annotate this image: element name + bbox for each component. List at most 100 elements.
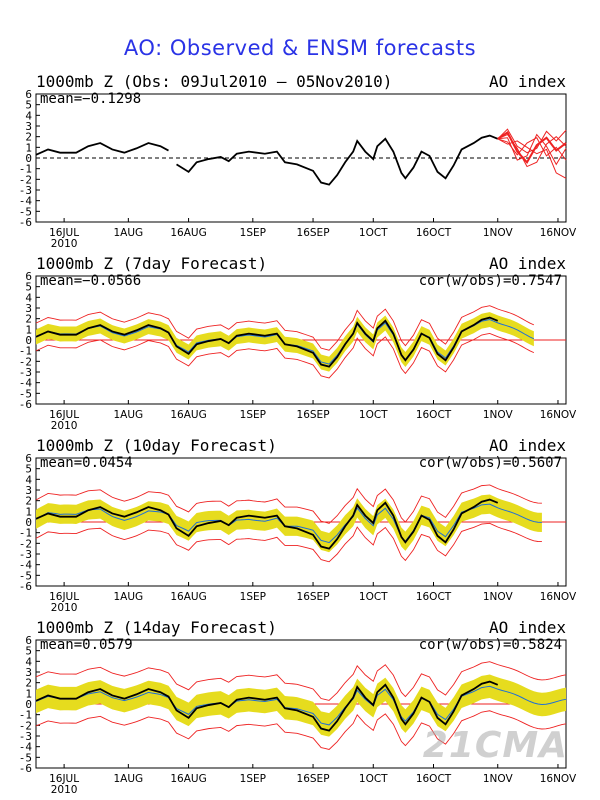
y-tick-label: 0 — [25, 516, 32, 529]
y-tick-label: -5 — [19, 751, 32, 764]
x-tick-label: 1SEP — [240, 227, 266, 239]
panel-7day-forecast: 1000mb Z (7day Forecast) AO index mean=−… — [0, 254, 600, 436]
year-label: 2010 — [51, 602, 78, 614]
mean-label: mean=0.0579 — [40, 637, 133, 653]
y-tick-label: -6 — [19, 216, 32, 229]
y-tick-label: -2 — [19, 537, 32, 550]
y-tick-label: 2 — [25, 131, 32, 144]
y-tick-label: -1 — [19, 527, 32, 540]
ensemble-spread-band — [36, 494, 542, 553]
x-tick-label: 16OCT — [416, 773, 452, 785]
y-tick-label: -4 — [19, 195, 33, 208]
y-tick-label: -6 — [19, 580, 32, 593]
ensemble-spread-band — [36, 674, 566, 737]
y-tick-label: 5 — [25, 645, 32, 658]
correlation-label: cor(w/obs)=0.7547 — [418, 273, 562, 289]
x-tick-label: 16SEP — [297, 773, 330, 785]
y-tick-label: 4 — [25, 655, 32, 668]
index-label: AO index — [488, 72, 566, 91]
panel-title: 1000mb Z (Obs: 09Jul2010 – 05Nov2010) — [36, 72, 393, 91]
ensemble-member-line — [497, 137, 567, 161]
ensemble-max-line — [35, 484, 542, 524]
year-label: 2010 — [51, 420, 78, 432]
y-tick-label: 3 — [25, 302, 32, 315]
ensemble-max-line — [35, 661, 567, 701]
correlation-label: cor(w/obs)=0.5607 — [418, 455, 562, 471]
x-tick-label: 1AUG — [114, 591, 144, 603]
year-label: 2010 — [51, 238, 78, 250]
y-tick-label: 3 — [25, 666, 32, 679]
observed-line-segment — [176, 134, 499, 186]
y-tick-label: 1 — [25, 141, 32, 154]
y-tick-label: -1 — [19, 163, 32, 176]
y-tick-label: -1 — [19, 345, 32, 358]
y-tick-label: 6 — [25, 88, 32, 101]
mean-label: mean=−0.1298 — [40, 91, 142, 107]
index-label: AO index — [488, 436, 566, 455]
correlation-label: cor(w/obs)=0.5824 — [418, 637, 562, 653]
x-tick-label: 16JUL — [49, 409, 79, 421]
y-tick-label: 4 — [25, 291, 32, 304]
panel-title: 1000mb Z (7day Forecast) — [36, 254, 268, 273]
y-tick-label: -3 — [19, 730, 32, 743]
x-tick-label: 16JUL — [49, 591, 79, 603]
x-tick-label: 16OCT — [416, 591, 452, 603]
y-tick-label: -4 — [19, 559, 33, 572]
x-tick-label: 1NOV — [483, 409, 514, 421]
figure-title: AO: Observed & ENSM forecasts — [123, 36, 477, 60]
y-tick-label: -2 — [19, 173, 32, 186]
year-label: 2010 — [51, 784, 78, 796]
x-tick-label: 16NOV — [540, 409, 577, 421]
panel-10day-forecast: 1000mb Z (10day Forecast) AO index mean=… — [0, 436, 600, 618]
observed-line — [35, 316, 499, 368]
x-tick-label: 1OCT — [359, 591, 388, 603]
y-tick-label: 0 — [25, 152, 32, 165]
x-tick-label: 16JUL — [49, 773, 79, 785]
y-tick-label: 3 — [25, 120, 32, 133]
observed-line — [35, 498, 499, 550]
index-label: AO index — [488, 254, 566, 273]
y-tick-label: -3 — [19, 366, 32, 379]
y-tick-label: -5 — [19, 569, 32, 582]
ensemble-member-line — [497, 138, 567, 179]
y-tick-label: 1 — [25, 687, 32, 700]
y-tick-label: 1 — [25, 323, 32, 336]
x-tick-label: 1OCT — [359, 773, 388, 785]
y-tick-label: 6 — [25, 452, 32, 465]
x-tick-label: 1OCT — [359, 227, 388, 239]
x-tick-label: 16NOV — [540, 773, 577, 785]
x-tick-label: 1AUG — [114, 409, 144, 421]
y-tick-label: 4 — [25, 109, 32, 122]
x-tick-label: 16AUG — [170, 409, 206, 421]
x-tick-label: 1SEP — [240, 773, 266, 785]
y-tick-label: -6 — [19, 762, 32, 775]
x-tick-label: 16SEP — [297, 591, 330, 603]
ensemble-spread-band — [36, 312, 534, 372]
x-tick-label: 1NOV — [483, 773, 514, 785]
y-tick-label: 5 — [25, 463, 32, 476]
y-tick-label: 1 — [25, 505, 32, 518]
panel-title: 1000mb Z (14day Forecast) — [36, 618, 277, 637]
x-tick-label: 16OCT — [416, 409, 452, 421]
y-tick-label: 2 — [25, 495, 32, 508]
panel-observed: 1000mb Z (Obs: 09Jul2010 – 05Nov2010) AO… — [0, 72, 600, 254]
ensemble-mean-line — [35, 685, 567, 726]
observed-line — [35, 680, 499, 732]
x-tick-label: 16AUG — [170, 591, 206, 603]
y-tick-label: -4 — [19, 377, 33, 390]
x-tick-label: 16JUL — [49, 227, 79, 239]
y-tick-label: -2 — [19, 719, 32, 732]
x-tick-label: 1OCT — [359, 409, 388, 421]
y-tick-label: -3 — [19, 184, 32, 197]
x-tick-label: 16SEP — [297, 409, 330, 421]
mean-label: mean=−0.0566 — [40, 273, 142, 289]
x-tick-label: 1SEP — [240, 591, 266, 603]
x-tick-label: 16OCT — [416, 227, 452, 239]
y-tick-label: -4 — [19, 741, 33, 754]
y-tick-label: 2 — [25, 313, 32, 326]
ensemble-member-line — [497, 133, 567, 166]
